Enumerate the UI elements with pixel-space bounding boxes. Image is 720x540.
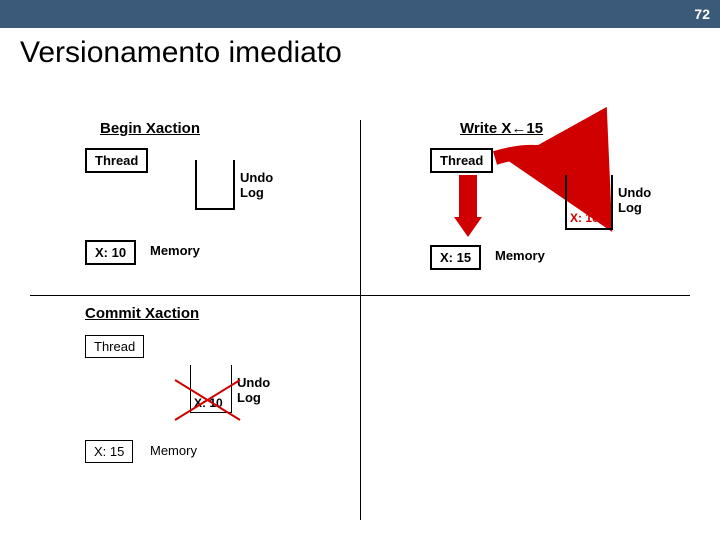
memory-cell: X: 10 xyxy=(85,240,136,265)
panel-empty xyxy=(360,295,690,520)
arrow-thread-to-memory-icon xyxy=(448,175,488,245)
panel-commit: Commit Xaction Thread X: 10 Undo Log X: … xyxy=(30,295,360,520)
memory-label: Memory xyxy=(150,243,200,258)
diagram-area: Begin Xaction Thread Undo Log X: 10 Memo… xyxy=(30,120,690,520)
undo-log-label: Undo Log xyxy=(240,170,273,200)
memory-label: Memory xyxy=(495,248,545,263)
page-number: 72 xyxy=(694,6,710,22)
undo-log-label: Undo Log xyxy=(618,185,651,215)
memory-cell: X: 15 xyxy=(85,440,133,463)
panel-write: Write X←15 Thread X: 10 Undo Log X: 15 M… xyxy=(360,120,690,295)
panel-begin-title: Begin Xaction xyxy=(100,120,200,137)
thread-box: Thread xyxy=(85,148,148,173)
thread-box: Thread xyxy=(430,148,493,173)
memory-cell: X: 15 xyxy=(430,245,481,270)
panel-commit-title: Commit Xaction xyxy=(85,305,199,322)
panel-write-title: Write X←15 xyxy=(460,120,543,137)
slide-title: Versionamento imediato xyxy=(0,28,720,70)
undo-log-value: X: 10 xyxy=(570,211,599,225)
undo-log-box: X: 10 xyxy=(565,175,613,230)
undo-log-box xyxy=(195,160,235,210)
memory-label: Memory xyxy=(150,443,197,458)
header-bar: 72 xyxy=(0,0,720,28)
thread-box: Thread xyxy=(85,335,144,358)
panel-begin: Begin Xaction Thread Undo Log X: 10 Memo… xyxy=(30,120,360,295)
cross-out-icon xyxy=(170,375,250,425)
